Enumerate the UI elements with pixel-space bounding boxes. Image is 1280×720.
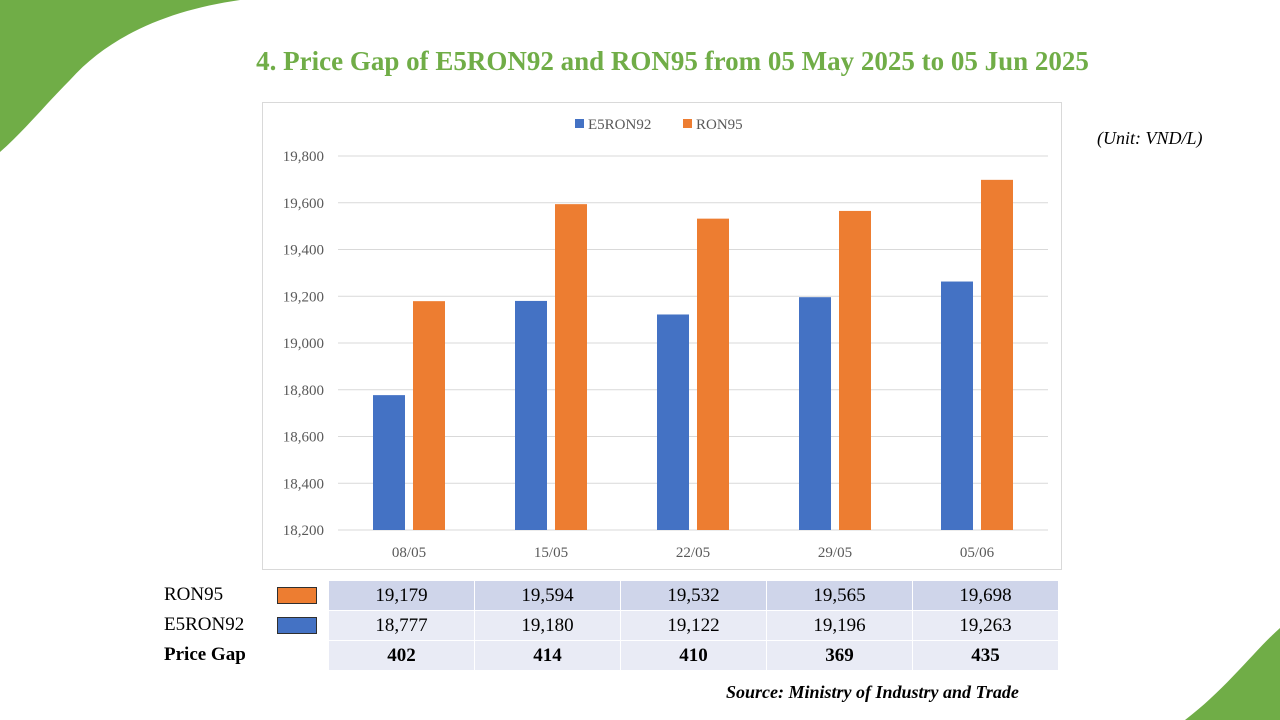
table-cell: 369 [766, 640, 913, 671]
table-cell: 410 [620, 640, 767, 671]
e5ron92-swatch [277, 617, 317, 634]
y-tick-label: 18,800 [283, 383, 324, 399]
y-tick-label: 18,400 [283, 476, 324, 492]
table-cell: 19,263 [912, 610, 1059, 641]
bar-e5ron92 [657, 314, 689, 530]
table-cell: 19,532 [620, 580, 767, 611]
table-row-e5ron92: E5RON92 18,777 19,180 19,122 19,196 19,2… [163, 610, 1059, 641]
legend-label: RON95 [696, 117, 743, 133]
table-cell: 19,122 [620, 610, 767, 641]
table-cell: 19,565 [766, 580, 913, 611]
row-label-cell: Price Gap [163, 640, 329, 671]
y-tick-label: 19,600 [283, 196, 324, 212]
x-tick-label: 22/05 [676, 545, 710, 561]
table-cell: 19,594 [474, 580, 621, 611]
source-note: Source: Ministry of Industry and Trade [726, 682, 1019, 702]
y-tick-label: 19,200 [283, 289, 324, 305]
bar-e5ron92 [515, 300, 547, 530]
unit-label: (Unit: VND/L) [1097, 128, 1203, 148]
legend-swatch [683, 119, 692, 128]
table-cell: 402 [328, 640, 475, 671]
legend-label: E5RON92 [588, 117, 651, 133]
table-cell: 19,180 [474, 610, 621, 641]
x-tick-label: 08/05 [392, 545, 426, 561]
page-title: 4. Price Gap of E5RON92 and RON95 from 0… [256, 46, 1089, 76]
bottom-right-leaf-shape [1185, 628, 1280, 720]
row-label: RON95 [164, 584, 224, 605]
ron95-swatch [277, 587, 317, 604]
y-tick-label: 19,400 [283, 243, 324, 259]
bar-e5ron92 [373, 395, 405, 530]
top-left-leaf-shape [0, 0, 240, 152]
table-cell: 19,179 [328, 580, 475, 611]
table-cell: 414 [474, 640, 621, 671]
data-table: RON95 19,179 19,594 19,532 19,565 19,698… [163, 580, 1059, 671]
x-tick-label: 29/05 [818, 545, 852, 561]
bar-ron95 [839, 210, 871, 530]
x-tick-label: 15/05 [534, 545, 568, 561]
table-cell: 435 [912, 640, 1059, 671]
bar-e5ron92 [799, 297, 831, 530]
bar-ron95 [413, 301, 445, 530]
table-row-ron95: RON95 19,179 19,594 19,532 19,565 19,698 [163, 580, 1059, 611]
bar-ron95 [697, 218, 729, 530]
row-label-cell: RON95 [163, 580, 329, 611]
y-tick-label: 18,600 [283, 430, 324, 446]
bar-e5ron92 [941, 281, 973, 530]
y-tick-label: 18,200 [283, 523, 324, 539]
table-cell: 18,777 [328, 610, 475, 641]
y-tick-label: 19,800 [283, 149, 324, 165]
row-label-cell: E5RON92 [163, 610, 329, 641]
row-label: Price Gap [164, 644, 246, 665]
table-row-price-gap: Price Gap 402 414 410 369 435 [163, 640, 1059, 671]
legend-swatch [575, 119, 584, 128]
y-tick-label: 19,000 [283, 336, 324, 352]
table-cell: 19,698 [912, 580, 1059, 611]
x-tick-label: 05/06 [960, 545, 995, 561]
bar-ron95 [981, 179, 1013, 530]
bar-chart: 18,200 18,400 18,600 18,800 19,000 19,200 19,4… [283, 117, 1048, 561]
row-label: E5RON92 [164, 614, 245, 635]
table-cell: 19,196 [766, 610, 913, 641]
bar-ron95 [555, 204, 587, 530]
